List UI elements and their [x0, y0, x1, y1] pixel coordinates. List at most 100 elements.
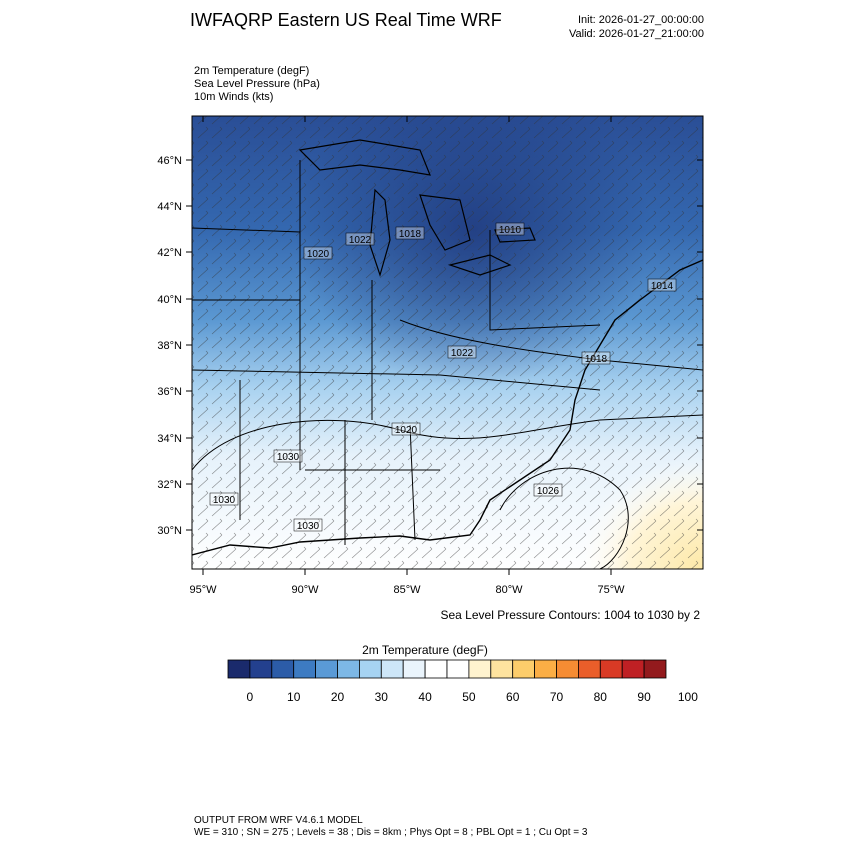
colorbar-swatch — [271, 659, 295, 679]
map-frame — [191, 115, 704, 570]
lat-label: 38°N — [157, 340, 182, 352]
footer-model: OUTPUT FROM WRF V4.6.1 MODEL — [194, 815, 363, 826]
colorbar: 0 10 20 30 40 50 60 70 80 90 100 — [227, 659, 698, 704]
lon-label: 75°W — [597, 584, 625, 596]
lon-label: 95°W — [189, 584, 217, 596]
pressure-label-box — [391, 422, 421, 436]
colorbar-title: 2m Temperature (degF) — [362, 643, 488, 657]
valid-time: Valid: 2026-01-27_21:00:00 — [569, 28, 704, 40]
colorbar-tick-label: 80 — [594, 690, 608, 704]
lake-superior-outline — [298, 139, 431, 176]
footer-config: WE = 310 ; SN = 275 ; Levels = 38 ; Dis … — [194, 827, 588, 838]
lat-label: 32°N — [157, 479, 182, 491]
pressure-label-box — [273, 449, 303, 463]
colorbar-swatch — [227, 659, 251, 679]
lake-huron-outline — [419, 194, 471, 251]
latitude-axis: 46°N 44°N 42°N 40°N 38°N 36°N 34°N 32°N 30°N — [157, 155, 703, 537]
variable-temperature: 2m Temperature (degF) — [194, 65, 310, 77]
pressure-label: 1010 — [499, 225, 522, 236]
lon-label: 80°W — [495, 584, 523, 596]
pressure-label-box — [581, 351, 611, 365]
variable-list: 2m Temperature (degF) Sea Level Pressure… — [194, 65, 320, 104]
pressure-label-box — [395, 226, 425, 240]
run-times: Init: 2026-01-27_00:00:00 Valid: 2026-01… — [569, 13, 704, 41]
lat-label: 36°N — [157, 386, 182, 398]
isobar-high — [499, 467, 629, 569]
pressure-label: 1014 — [651, 281, 674, 292]
pressure-label-box — [647, 278, 677, 292]
lat-label: 30°N — [157, 525, 182, 537]
lat-label: 34°N — [157, 433, 182, 445]
colorbar-swatch — [293, 659, 317, 679]
lake-ontario-outline — [494, 227, 536, 243]
colorbar-swatch — [315, 659, 338, 679]
colorbar-swatch — [534, 659, 557, 679]
pressure-label-box — [533, 483, 563, 497]
colorbar-swatch — [402, 659, 426, 679]
pressure-label: 1030 — [213, 495, 236, 506]
colorbar-tick-label: 70 — [550, 690, 564, 704]
colorbar-swatch — [249, 659, 273, 679]
colorbar-swatch — [358, 659, 382, 679]
pressure-label: 1026 — [537, 486, 560, 497]
colorbar-swatch — [512, 659, 536, 679]
lon-label: 90°W — [291, 584, 319, 596]
colorbar-swatch — [643, 659, 667, 679]
colorbar-tick-label: 10 — [287, 690, 301, 704]
pressure-labels: 1022 1018 1010 1014 1022 1018 1020 1030 1026 1030… — [209, 222, 677, 532]
lon-label: 85°W — [393, 584, 421, 596]
map-panel — [192, 116, 703, 569]
colorbar-tick-label: 30 — [375, 690, 389, 704]
longitude-axis: 95°W 90°W 85°W 80°W 75°W — [189, 116, 625, 596]
pressure-label: 1020 — [395, 425, 418, 436]
colorbar-tick-label: 0 — [247, 690, 254, 704]
wind-barbs — [192, 116, 703, 569]
lat-label: 44°N — [157, 201, 182, 213]
pressure-label: 1018 — [399, 229, 422, 240]
colorbar-swatch — [490, 659, 514, 679]
variable-winds: 10m Winds (kts) — [194, 91, 274, 103]
lat-label: 46°N — [157, 155, 182, 167]
colorbar-swatch — [380, 659, 404, 679]
colorbar-tick-label: 50 — [462, 690, 476, 704]
lat-label: 40°N — [157, 294, 182, 306]
colorbar-tick-label: 90 — [637, 690, 651, 704]
colorbar-tick-label: 100 — [678, 690, 698, 704]
pressure-label-box — [447, 345, 477, 359]
colorbar-tick-label: 40 — [418, 690, 432, 704]
pressure-label: 1022 — [349, 235, 372, 246]
pressure-label: 1030 — [297, 521, 320, 532]
colorbar-swatch — [578, 659, 601, 679]
pressure-label: 1030 — [277, 452, 300, 463]
pressure-label-box — [303, 246, 333, 260]
lake-michigan-outline — [369, 188, 391, 278]
model-footer: OUTPUT FROM WRF V4.6.1 MODEL WE = 310 ; … — [194, 815, 587, 839]
pressure-label: 1022 — [451, 348, 474, 359]
init-time: Init: 2026-01-27_00:00:00 — [578, 14, 704, 26]
pressure-label: 1018 — [585, 354, 608, 365]
pressure-label-box — [209, 492, 239, 506]
colorbar-swatch — [446, 659, 470, 679]
colorbar-swatch — [424, 659, 448, 679]
isobar-north — [399, 319, 703, 371]
isobar-mid — [192, 414, 703, 471]
colorbar-swatch — [621, 659, 645, 679]
contour-note: Sea Level Pressure Contours: 1004 to 103… — [440, 608, 701, 622]
colorbar-tick-label: 20 — [331, 690, 345, 704]
pressure-label-box — [293, 518, 323, 532]
pressure-label-box — [345, 232, 375, 246]
colorbar-swatch — [599, 659, 623, 679]
state-boundaries — [192, 160, 601, 545]
pressure-label: 1020 — [307, 249, 330, 260]
pressure-label-box — [495, 222, 525, 236]
colorbar-swatch — [337, 659, 360, 679]
lat-label: 42°N — [157, 247, 182, 259]
coastline — [192, 259, 703, 556]
variable-pressure: Sea Level Pressure (hPa) — [194, 78, 320, 90]
lake-erie-outline — [447, 254, 512, 276]
colorbar-swatch — [556, 659, 579, 679]
plot-title: IWFAQRP Eastern US Real Time WRF — [190, 10, 502, 30]
colorbar-tick-label: 60 — [506, 690, 520, 704]
colorbar-swatch — [468, 659, 492, 679]
